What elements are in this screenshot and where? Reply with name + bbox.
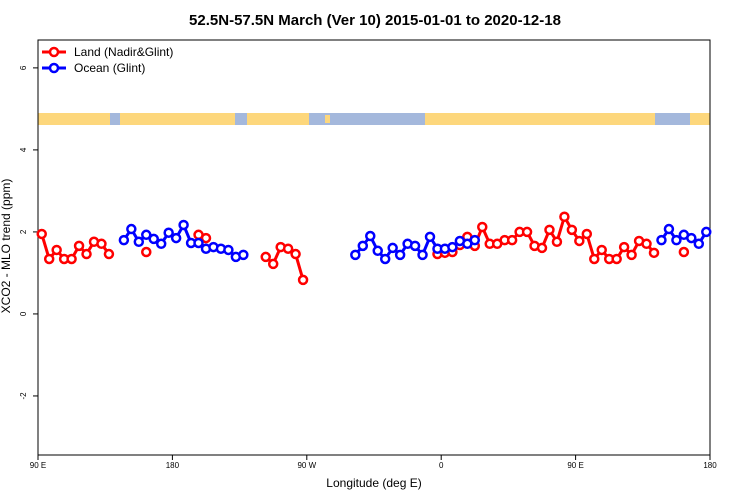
legend-marker bbox=[48, 46, 60, 58]
data-point bbox=[51, 244, 62, 256]
data-point bbox=[551, 236, 563, 248]
data-point bbox=[671, 234, 682, 246]
data-point bbox=[477, 221, 488, 233]
data-point bbox=[155, 238, 167, 250]
data-point bbox=[267, 258, 279, 270]
data-point bbox=[618, 241, 630, 253]
data-point bbox=[574, 235, 585, 247]
data-point bbox=[223, 244, 234, 256]
data-point bbox=[96, 238, 107, 250]
data-point bbox=[141, 229, 152, 241]
data-point bbox=[297, 274, 309, 286]
data-point bbox=[81, 248, 92, 260]
y-tick-label: -2 bbox=[19, 392, 28, 400]
x-tick-label: 180 bbox=[166, 461, 180, 470]
data-point bbox=[238, 249, 249, 261]
data-point bbox=[648, 247, 660, 259]
data-point bbox=[596, 244, 607, 256]
data-point bbox=[581, 228, 593, 240]
data-point bbox=[506, 234, 518, 246]
data-point bbox=[626, 249, 637, 261]
legend-label: Ocean (Glint) bbox=[74, 61, 145, 75]
data-point bbox=[282, 243, 294, 254]
data-point bbox=[387, 242, 398, 254]
data-point bbox=[118, 234, 130, 246]
data-point bbox=[663, 223, 675, 235]
x-tick-label: 180 bbox=[703, 461, 717, 470]
data-point bbox=[170, 232, 182, 244]
data-point bbox=[365, 230, 376, 242]
data-point bbox=[656, 234, 667, 246]
data-point bbox=[536, 242, 548, 254]
data-point bbox=[163, 227, 174, 238]
data-point bbox=[417, 249, 428, 261]
data-point bbox=[611, 253, 622, 265]
data-point bbox=[544, 224, 555, 236]
data-point bbox=[43, 253, 55, 265]
land-ocean-strip bbox=[38, 113, 710, 125]
data-point bbox=[678, 246, 690, 258]
data-point bbox=[469, 234, 481, 246]
data-point bbox=[701, 226, 712, 238]
data-point bbox=[103, 248, 115, 260]
data-point bbox=[447, 241, 458, 253]
data-point bbox=[409, 240, 421, 252]
data-point bbox=[521, 226, 533, 238]
x-tick-label: 90 E bbox=[30, 461, 46, 470]
data-point bbox=[566, 224, 578, 236]
legend-marker bbox=[48, 62, 60, 74]
data-point bbox=[589, 253, 600, 265]
data-point bbox=[36, 228, 47, 240]
data-point bbox=[357, 240, 369, 252]
y-tick-label: 2 bbox=[19, 229, 28, 234]
data-point bbox=[686, 232, 697, 244]
x-tick-label: 90 E bbox=[567, 461, 583, 470]
data-point bbox=[641, 238, 652, 250]
y-tick-label: 6 bbox=[19, 65, 28, 70]
data-point bbox=[200, 232, 212, 244]
data-point bbox=[372, 245, 383, 257]
y-tick-label: 4 bbox=[19, 147, 28, 152]
data-point bbox=[148, 233, 159, 245]
data-point bbox=[290, 248, 301, 260]
x-axis-label: Longitude (deg E) bbox=[326, 476, 421, 490]
x-tick-label: 0 bbox=[439, 461, 444, 470]
data-point bbox=[133, 236, 145, 248]
chart-title: 52.5N-57.5N March (Ver 10) 2015-01-01 to… bbox=[189, 12, 561, 29]
y-tick-label: 0 bbox=[19, 311, 28, 316]
data-point bbox=[350, 249, 361, 261]
plot-frame bbox=[37, 39, 711, 456]
legend-label: Land (Nadir&Glint) bbox=[74, 45, 173, 59]
data-point bbox=[424, 231, 436, 243]
data-point bbox=[126, 223, 137, 235]
data-point bbox=[66, 253, 77, 265]
data-point bbox=[394, 249, 406, 261]
data-point bbox=[559, 211, 570, 222]
data-point bbox=[193, 237, 204, 249]
data-point bbox=[379, 253, 391, 265]
data-point bbox=[178, 219, 189, 231]
data-point bbox=[693, 238, 705, 250]
data-point bbox=[73, 240, 85, 252]
data-point bbox=[260, 251, 271, 263]
data-point bbox=[141, 246, 152, 258]
y-axis-label: XCO2 - MLO trend (ppm) bbox=[0, 179, 13, 314]
x-tick-label: 90 W bbox=[297, 461, 316, 470]
